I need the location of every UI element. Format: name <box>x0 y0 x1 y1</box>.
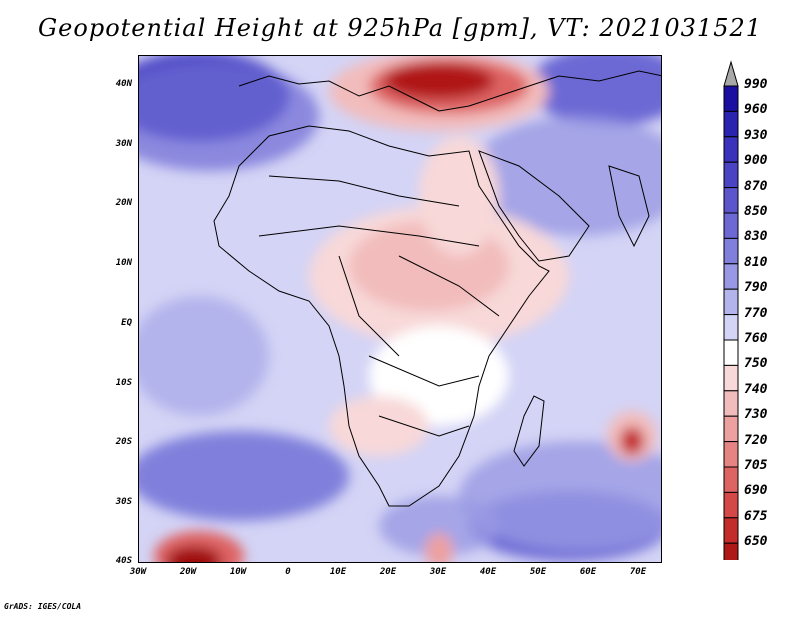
grads-credit: GrADS: IGES/COLA <box>4 602 82 611</box>
colorbar-segment <box>723 314 739 341</box>
colorbar-segment <box>723 466 739 493</box>
lat-label: 10S <box>115 378 132 388</box>
colorbar-segment <box>723 542 739 560</box>
colorbar-segment <box>723 517 739 544</box>
lat-label: 40S <box>115 556 132 566</box>
lat-label: EQ <box>121 318 132 328</box>
map-title: Geopotential Height at 925hPa [gpm], VT:… <box>38 14 762 42</box>
lat-label: 40N <box>115 79 132 89</box>
lon-label: 30E <box>429 567 447 577</box>
lon-label: 60E <box>579 567 597 577</box>
colorbar-level-label: 750 <box>744 356 768 372</box>
lat-label: 20N <box>115 198 132 208</box>
colorbar-segment <box>723 491 739 519</box>
colorbar-level-label: 760 <box>744 331 768 346</box>
colorbar-level-label: 705 <box>744 458 768 473</box>
colorbar-level-label: 990 <box>744 77 768 92</box>
lon-label: 50E <box>529 567 547 577</box>
map-panel[interactable] <box>138 55 662 563</box>
colorbar-level-label: 675 <box>744 508 768 524</box>
lon-label: 30W <box>129 567 147 577</box>
colorbar-segment <box>723 136 739 163</box>
colorbar-segment <box>723 161 739 189</box>
lon-label: 0 <box>285 567 291 577</box>
lon-label: 10E <box>329 567 347 577</box>
colorbar-level-label: 730 <box>744 407 768 423</box>
colorbar <box>723 60 739 560</box>
colorbar-level-label: 770 <box>744 305 768 321</box>
colorbar-segment <box>723 110 739 138</box>
lat-label: 20S <box>115 437 132 447</box>
lon-label: 40E <box>479 567 497 577</box>
colorbar-level-label: 720 <box>744 432 768 448</box>
colorbar-level-label: 690 <box>744 483 768 499</box>
coastlines <box>213 70 661 507</box>
colorbar-level-label: 790 <box>744 280 768 296</box>
geopotential-field <box>139 56 661 562</box>
colorbar-segment <box>723 339 739 366</box>
colorbar-segment <box>723 237 739 265</box>
colorbar-level-label: 810 <box>744 254 768 270</box>
lat-label: 10N <box>115 258 132 268</box>
lon-label: 70E <box>629 567 647 577</box>
colorbar-level-label: 870 <box>744 178 768 194</box>
colorbar-segment <box>723 187 739 214</box>
colorbar-segment <box>723 441 739 468</box>
colorbar-level-label: 830 <box>744 229 768 245</box>
lat-label: 30N <box>115 139 132 149</box>
lat-label: 30S <box>115 497 132 507</box>
colorbar-segment <box>723 85 739 112</box>
lon-label: 20W <box>179 567 197 577</box>
lon-label: 20E <box>379 567 397 577</box>
colorbar-segment <box>723 212 739 239</box>
colorbar-segment <box>723 415 739 443</box>
colorbar-level-label: 850 <box>744 204 768 219</box>
colorbar-segment <box>723 390 739 417</box>
colorbar-segment <box>723 288 739 316</box>
colorbar-level-label: 650 <box>744 534 768 550</box>
colorbar-segment <box>723 364 739 392</box>
colorbar-level-label: 900 <box>744 153 768 169</box>
colorbar-segment <box>723 263 739 290</box>
colorbar-level-label: 960 <box>744 102 768 118</box>
colorbar-over-triangle <box>723 60 739 87</box>
colorbar-level-label: 740 <box>744 381 768 397</box>
lon-label: 10W <box>229 567 247 577</box>
colorbar-level-label: 930 <box>744 127 768 143</box>
